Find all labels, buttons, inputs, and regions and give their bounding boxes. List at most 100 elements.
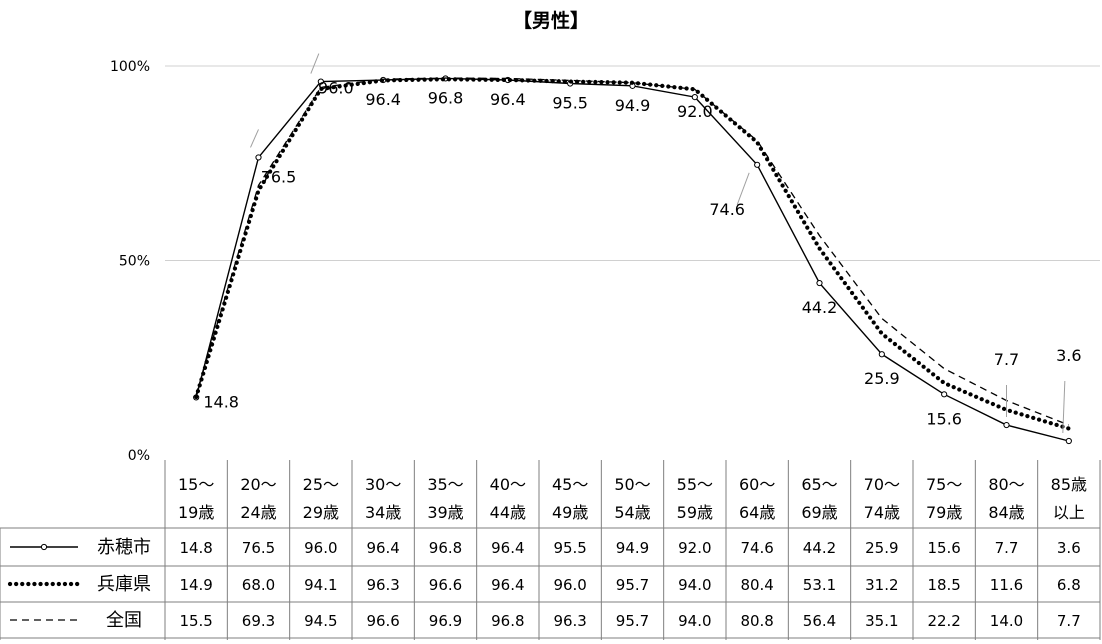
series-line-2 bbox=[195, 77, 1070, 426]
y-tick-label: 0% bbox=[128, 448, 150, 464]
category-label: 24歳 bbox=[240, 503, 276, 522]
table-cell: 96.6 bbox=[366, 612, 399, 630]
category-label: 60～ bbox=[739, 475, 775, 494]
data-label: 14.8 bbox=[203, 392, 239, 411]
category-label: 30～ bbox=[365, 475, 401, 494]
category-label: 34歳 bbox=[365, 503, 401, 522]
table-cell: 80.8 bbox=[740, 612, 773, 630]
table-cell: 96.6 bbox=[429, 576, 462, 594]
category-label: 55～ bbox=[677, 475, 713, 494]
table-cell: 96.9 bbox=[429, 612, 462, 630]
data-point bbox=[941, 391, 948, 398]
table-cell: 96.8 bbox=[491, 612, 524, 630]
table-cell: 95.5 bbox=[553, 539, 586, 557]
table-cell: 94.5 bbox=[304, 612, 337, 630]
label-leader bbox=[736, 172, 750, 205]
data-labels: 14.8 76.5 96.0 96.4 96.8 96.4 95.5 94.9 92.0 74.6… bbox=[203, 53, 1082, 434]
table-cell: 74.6 bbox=[740, 539, 773, 557]
data-point bbox=[317, 78, 324, 85]
category-label: 15～ bbox=[178, 475, 214, 494]
data-label: 94.9 bbox=[615, 96, 651, 115]
data-table: 15～ 19歳 20～ 24歳 25～ 29歳 30～ 34歳 35～ 39歳 40～ 44歳 45～ 4… bbox=[0, 460, 1101, 640]
table-cell: 11.6 bbox=[990, 576, 1023, 594]
table-cell: 94.1 bbox=[304, 576, 337, 594]
table-cell: 96.4 bbox=[366, 539, 399, 557]
table-cell: 76.5 bbox=[242, 539, 275, 557]
category-label: 49歳 bbox=[552, 503, 588, 522]
category-label: 64歳 bbox=[739, 503, 775, 522]
data-point bbox=[754, 161, 761, 168]
table-cell: 95.7 bbox=[616, 576, 649, 594]
category-label: 75～ bbox=[926, 475, 962, 494]
label-leader bbox=[250, 129, 259, 148]
gridlines bbox=[165, 65, 1100, 261]
category-label: 45～ bbox=[552, 475, 588, 494]
data-label: 96.4 bbox=[365, 90, 401, 109]
legend-label: 赤穂市 bbox=[97, 537, 151, 558]
data-label: 7.7 bbox=[994, 350, 1019, 369]
table-cell: 96.3 bbox=[366, 576, 399, 594]
table-cell: 3.6 bbox=[1057, 539, 1081, 557]
category-label: 35～ bbox=[427, 475, 463, 494]
table-cell: 44.2 bbox=[803, 539, 836, 557]
table-cell: 15.6 bbox=[927, 539, 960, 557]
table-cell: 6.8 bbox=[1057, 576, 1081, 594]
data-label: 96.4 bbox=[490, 90, 526, 109]
table-cell: 25.9 bbox=[865, 539, 898, 557]
table-cell: 7.7 bbox=[1057, 612, 1081, 630]
category-label: 69歳 bbox=[801, 503, 837, 522]
data-label: 44.2 bbox=[802, 298, 838, 317]
data-point bbox=[1003, 421, 1010, 429]
category-label: 50～ bbox=[614, 475, 650, 494]
category-label: 20～ bbox=[240, 475, 276, 494]
table-cell: 35.1 bbox=[865, 612, 898, 630]
table-cell: 94.9 bbox=[616, 539, 649, 557]
table-cell: 53.1 bbox=[803, 576, 836, 594]
y-axis-ticks: 0% 50% 100% bbox=[110, 59, 150, 464]
table-cell: 14.0 bbox=[990, 612, 1023, 630]
category-label: 44歳 bbox=[490, 503, 526, 522]
table-cell: 96.8 bbox=[429, 539, 462, 557]
category-label: 80～ bbox=[988, 475, 1024, 494]
series-lines bbox=[193, 75, 1072, 445]
table-cell: 92.0 bbox=[678, 539, 711, 557]
series-line-1 bbox=[194, 77, 1071, 431]
legend-label: 兵庫県 bbox=[97, 574, 151, 595]
category-label: 70～ bbox=[864, 475, 900, 494]
table-cell: 94.0 bbox=[678, 576, 711, 594]
category-label: 40～ bbox=[490, 475, 526, 494]
category-label: 以上 bbox=[1053, 503, 1085, 522]
chart-title: 【男性】 bbox=[512, 10, 589, 32]
table-cell: 95.7 bbox=[616, 612, 649, 630]
data-label: 92.0 bbox=[677, 102, 713, 121]
table-cell: 68.0 bbox=[242, 576, 275, 594]
legend-label: 全国 bbox=[106, 610, 142, 631]
category-label: 39歳 bbox=[427, 503, 463, 522]
category-label: 74歳 bbox=[864, 503, 900, 522]
table-cell: 22.2 bbox=[927, 612, 960, 630]
data-point bbox=[1065, 437, 1072, 445]
data-label: 96.8 bbox=[428, 88, 464, 107]
table-cell: 15.5 bbox=[179, 612, 212, 630]
data-label: 96.0 bbox=[318, 79, 354, 98]
data-label: 76.5 bbox=[261, 167, 297, 186]
category-label: 84歳 bbox=[988, 503, 1024, 522]
label-leader bbox=[1062, 380, 1066, 434]
data-label: 15.6 bbox=[926, 409, 962, 428]
category-label: 54歳 bbox=[614, 503, 650, 522]
data-point bbox=[816, 279, 823, 287]
y-tick-label: 50% bbox=[119, 254, 150, 270]
table-cell: 18.5 bbox=[927, 576, 960, 594]
table-cell: 14.8 bbox=[179, 539, 212, 557]
table-cell: 96.4 bbox=[491, 539, 524, 557]
table-cell: 80.4 bbox=[740, 576, 773, 594]
label-leader bbox=[310, 53, 320, 74]
legend-marker bbox=[40, 543, 48, 551]
y-tick-label: 100% bbox=[110, 59, 150, 75]
series-line-0 bbox=[195, 77, 1070, 442]
data-label: 3.6 bbox=[1056, 346, 1081, 365]
category-label: 59歳 bbox=[677, 503, 713, 522]
table-cell: 96.4 bbox=[491, 576, 524, 594]
table-cell: 7.7 bbox=[995, 539, 1019, 557]
category-label: 79歳 bbox=[926, 503, 962, 522]
